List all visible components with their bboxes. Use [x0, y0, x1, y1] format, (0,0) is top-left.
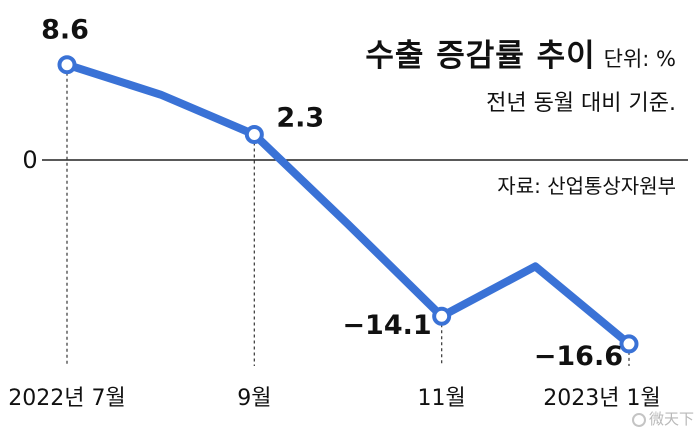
data-point-0 — [57, 55, 77, 75]
source-note: 자료: 산업통상자원부 — [497, 174, 676, 198]
basis-note: 전년 동월 대비 기준. — [486, 91, 676, 116]
zero-axis-label: 0 — [22, 146, 37, 174]
watermark-text: 微天下 — [648, 410, 694, 428]
data-point-4 — [432, 306, 452, 326]
watermark: 微天下 — [631, 408, 694, 429]
x-tick-label-4: 11월 — [418, 386, 466, 411]
weibo-icon — [631, 413, 646, 427]
x-tick-label-6: 2023년 1월 — [543, 386, 660, 411]
chart-title: 수출 증감률 추이 — [365, 38, 596, 74]
data-point-2 — [244, 125, 264, 145]
x-tick-label-0: 2022년 7월 — [8, 386, 125, 411]
series-line — [63, 60, 633, 348]
data-label-2: 2.3 — [276, 103, 324, 134]
data-point-6 — [619, 334, 639, 354]
data-label-6: −16.6 — [534, 341, 623, 372]
data-label-4: −14.1 — [342, 310, 431, 341]
title-block: 수출 증감률 추이 단위: % 전년 동월 대비 기준. — [365, 30, 676, 117]
unit-label: 단위: % — [603, 47, 676, 71]
x-tick-label-2: 9월 — [237, 386, 271, 411]
data-label-0: 8.6 — [41, 15, 89, 46]
